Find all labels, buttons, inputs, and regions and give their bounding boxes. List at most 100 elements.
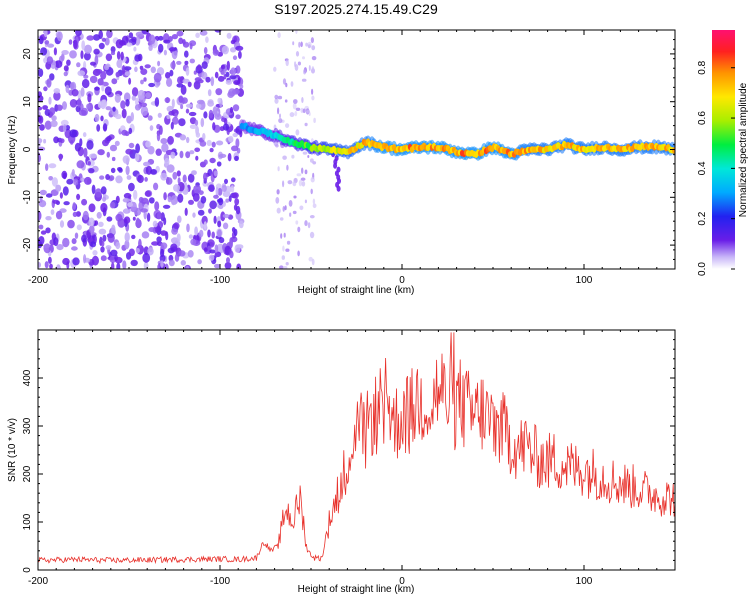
- noise-speckle: [286, 240, 291, 245]
- noise-speckle: [78, 109, 87, 116]
- x-tick-label: 100: [576, 275, 593, 286]
- noise-speckle: [176, 83, 184, 88]
- noise-speckle: [149, 125, 154, 131]
- noise-speckle: [205, 36, 209, 43]
- noise-speckle: [141, 231, 150, 239]
- noise-speckle: [71, 238, 77, 245]
- noise-speckle: [228, 135, 234, 143]
- noise-speckle: [53, 47, 58, 56]
- noise-speckle: [94, 113, 100, 122]
- noise-speckle: [111, 224, 116, 235]
- noise-speckle: [94, 220, 99, 226]
- noise-speckle: [55, 210, 63, 220]
- noise-speckle: [214, 113, 222, 120]
- noise-speckle: [76, 224, 82, 231]
- noise-speckle: [235, 138, 240, 148]
- noise-speckle: [90, 61, 96, 66]
- y-tick-label: 400: [22, 369, 33, 386]
- noise-speckle: [208, 208, 212, 214]
- noise-speckle: [168, 259, 175, 267]
- noise-speckle: [238, 50, 242, 59]
- noise-speckle: [123, 208, 129, 214]
- noise-speckle: [197, 64, 202, 71]
- noise-speckle: [86, 103, 91, 110]
- noise-speckle: [178, 118, 186, 127]
- noise-speckle: [212, 106, 218, 115]
- noise-speckle: [282, 266, 288, 269]
- y-tick-label: 100: [22, 513, 33, 530]
- noise-speckle: [104, 86, 112, 96]
- noise-speckle: [67, 219, 75, 229]
- noise-speckle: [229, 106, 234, 114]
- noise-speckle: [50, 120, 58, 128]
- noise-speckle: [180, 260, 186, 266]
- noise-speckle: [163, 39, 171, 44]
- noise-speckle: [159, 125, 163, 135]
- noise-speckle: [196, 103, 202, 109]
- noise-speckle: [45, 216, 52, 221]
- snr-plot-area: [38, 332, 675, 565]
- colorbar-tick-label: 0.8: [697, 60, 708, 74]
- noise-speckle: [46, 78, 52, 88]
- noise-speckle: [174, 253, 180, 262]
- noise-speckle: [218, 197, 224, 206]
- noise-speckle: [284, 205, 287, 211]
- noise-speckle: [189, 42, 193, 50]
- noise-speckle: [138, 196, 144, 203]
- noise-speckle: [121, 108, 127, 119]
- noise-speckle: [233, 80, 241, 86]
- noise-speckle: [92, 34, 101, 41]
- noise-speckle: [83, 254, 87, 264]
- top-x-axis-label: Height of straight line (km): [298, 285, 415, 296]
- noise-speckle: [161, 143, 169, 153]
- noise-speckle: [292, 41, 295, 46]
- noise-speckle: [125, 165, 130, 176]
- noise-speckle: [197, 79, 204, 84]
- noise-speckle: [155, 148, 162, 156]
- noise-speckle: [295, 129, 300, 136]
- noise-speckle: [121, 129, 128, 136]
- noise-speckle: [312, 198, 316, 205]
- noise-speckle: [230, 185, 235, 193]
- noise-speckle: [177, 215, 182, 224]
- noise-speckle: [304, 199, 307, 204]
- noise-speckle: [140, 106, 149, 116]
- noise-speckle: [122, 155, 130, 164]
- noise-speckle: [166, 164, 175, 173]
- noise-speckle: [311, 258, 315, 266]
- noise-speckle: [310, 37, 314, 44]
- noise-speckle: [126, 115, 132, 124]
- noise-speckle: [189, 58, 195, 64]
- noise-speckle: [45, 227, 51, 234]
- noise-speckle: [290, 81, 294, 87]
- noise-speckle: [100, 202, 108, 213]
- noise-speckle: [115, 241, 121, 250]
- noise-speckle: [196, 99, 205, 105]
- noise-speckle: [300, 41, 303, 48]
- noise-speckle: [311, 66, 315, 71]
- noise-speckle: [209, 249, 216, 254]
- noise-speckle: [224, 262, 232, 269]
- noise-speckle: [57, 31, 63, 42]
- noise-speckle: [80, 87, 85, 97]
- noise-speckle: [187, 250, 194, 258]
- noise-speckle: [69, 129, 77, 138]
- noise-speckle: [310, 176, 315, 183]
- noise-speckle: [87, 93, 92, 103]
- noise-speckle: [106, 30, 113, 39]
- noise-speckle: [124, 239, 130, 250]
- noise-speckle: [102, 139, 109, 147]
- noise-speckle: [114, 140, 120, 147]
- noise-speckle: [98, 221, 104, 227]
- noise-speckle: [178, 250, 186, 257]
- noise-speckle: [172, 171, 178, 180]
- noise-speckle: [293, 195, 297, 199]
- y-tick-label: 300: [22, 417, 33, 434]
- noise-speckle: [168, 111, 175, 116]
- noise-speckle: [38, 236, 45, 245]
- noise-speckle: [301, 78, 307, 82]
- noise-speckle: [44, 261, 49, 269]
- noise-speckle: [300, 107, 304, 114]
- noise-speckle: [62, 257, 70, 266]
